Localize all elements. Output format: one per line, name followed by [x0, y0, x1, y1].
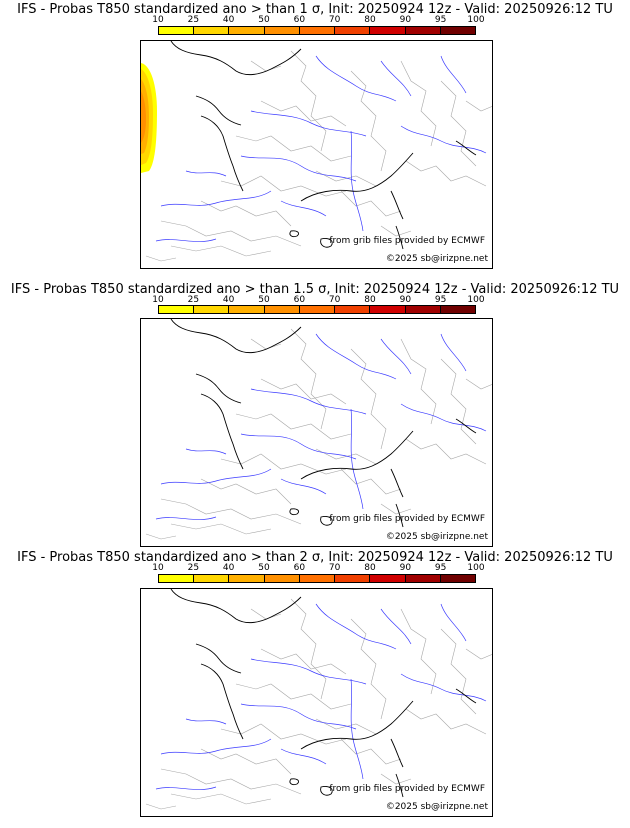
panel-title: IFS - Probas T850 standardized ano > tha…: [10, 282, 620, 297]
colorbar-tick-label: 95: [434, 563, 447, 573]
map-frame: from grib files provided by ECMWF ©2025 …: [140, 588, 493, 817]
probability-patch: [141, 63, 157, 173]
colorbar-segment: [159, 575, 195, 582]
colorbar-tick-label: 60: [293, 563, 306, 573]
colorbar-ticks: 10 25 40 50 60 70 80 90 95 100: [152, 563, 484, 574]
colorbar-segment: [159, 306, 195, 313]
colorbar-segment: [405, 306, 441, 313]
colorbar-segment: [370, 306, 406, 313]
colorbar-segment: [264, 306, 300, 313]
colorbar-segment: [264, 575, 300, 582]
colorbar-tick-label: 80: [364, 295, 376, 305]
colorbar-segment: [370, 575, 406, 582]
colorbar-segment: [194, 575, 230, 582]
colorbar-tick-label: 10: [152, 15, 164, 25]
map-svg: [141, 41, 492, 262]
colorbar-tick-label: 100: [467, 15, 485, 25]
data-credit: from grib files provided by ECMWF: [329, 236, 485, 246]
colorbar-tick-label: 70: [328, 15, 341, 25]
colorbar-segment: [440, 27, 475, 34]
map-frame: from grib files provided by ECMWF ©2025 …: [140, 318, 493, 547]
data-credit: from grib files provided by ECMWF: [329, 514, 485, 524]
colorbar-segment: [440, 575, 475, 582]
copyright: ©2025 sb@irizpne.net: [385, 254, 488, 264]
colorbar-tick-label: 25: [187, 563, 200, 573]
colorbar-tick-label: 50: [258, 15, 270, 25]
colorbar-segment: [405, 575, 441, 582]
colorbar-tick-label: 100: [467, 563, 485, 573]
colorbar-ticks: 10 25 40 50 60 70 80 90 95 100: [152, 295, 484, 306]
colorbar-segment: [264, 27, 300, 34]
colorbar-segment: [229, 575, 265, 582]
colorbar-tick-label: 90: [399, 295, 412, 305]
colorbar-segment: [405, 27, 441, 34]
copyright: ©2025 sb@irizpne.net: [385, 532, 488, 542]
colorbar-tick-label: 95: [434, 295, 447, 305]
map-frame: from grib files provided by ECMWF ©2025 …: [140, 40, 493, 269]
colorbar-segment: [335, 575, 371, 582]
colorbar-tick-label: 100: [467, 295, 485, 305]
colorbar-segment: [299, 27, 336, 34]
colorbar-segment: [299, 306, 336, 313]
copyright: ©2025 sb@irizpne.net: [385, 802, 488, 812]
colorbar-segment: [299, 575, 336, 582]
map-svg: [145, 589, 492, 810]
panel-title: IFS - Probas T850 standardized ano > tha…: [17, 2, 613, 17]
data-credit: from grib files provided by ECMWF: [329, 784, 485, 794]
colorbar-tick-label: 40: [222, 563, 235, 573]
colorbar-segment: [335, 27, 371, 34]
colorbar: [158, 26, 476, 35]
colorbar-tick-label: 25: [187, 295, 200, 305]
colorbar-tick-label: 90: [399, 563, 412, 573]
colorbar-segment: [194, 306, 230, 313]
colorbar-tick-label: 10: [152, 295, 164, 305]
colorbar-segment: [229, 306, 265, 313]
map-panel-3: IFS - Probas T850 standardized ano > tha…: [0, 548, 630, 818]
colorbar-segment: [229, 27, 265, 34]
map-panel-1: IFS - Probas T850 standardized ano > tha…: [0, 0, 630, 270]
colorbar-tick-label: 25: [187, 15, 200, 25]
colorbar-ticks: 10 25 40 50 60 70 80 90 95 100: [152, 15, 484, 26]
colorbar-tick-label: 80: [364, 15, 376, 25]
colorbar-tick-label: 90: [399, 15, 412, 25]
colorbar-segment: [335, 306, 371, 313]
map-panel-2: IFS - Probas T850 standardized ano > tha…: [0, 282, 630, 553]
colorbar-segment: [159, 27, 195, 34]
colorbar-tick-label: 80: [364, 563, 376, 573]
colorbar-tick-label: 60: [293, 295, 306, 305]
colorbar-tick-label: 70: [328, 563, 341, 573]
colorbar-tick-label: 70: [328, 295, 341, 305]
colorbar-segment: [440, 306, 475, 313]
colorbar-tick-label: 40: [222, 295, 235, 305]
panel-title: IFS - Probas T850 standardized ano > tha…: [17, 550, 613, 565]
colorbar-segment: [194, 27, 230, 34]
colorbar-tick-label: 50: [258, 563, 270, 573]
colorbar: [158, 574, 476, 583]
colorbar-tick-label: 50: [258, 295, 270, 305]
colorbar-tick-label: 95: [434, 15, 447, 25]
colorbar-tick-label: 40: [222, 15, 235, 25]
colorbar-segment: [370, 27, 406, 34]
map-svg: [145, 319, 492, 540]
colorbar: [158, 305, 476, 314]
colorbar-tick-label: 10: [152, 563, 164, 573]
colorbar-tick-label: 60: [293, 15, 306, 25]
